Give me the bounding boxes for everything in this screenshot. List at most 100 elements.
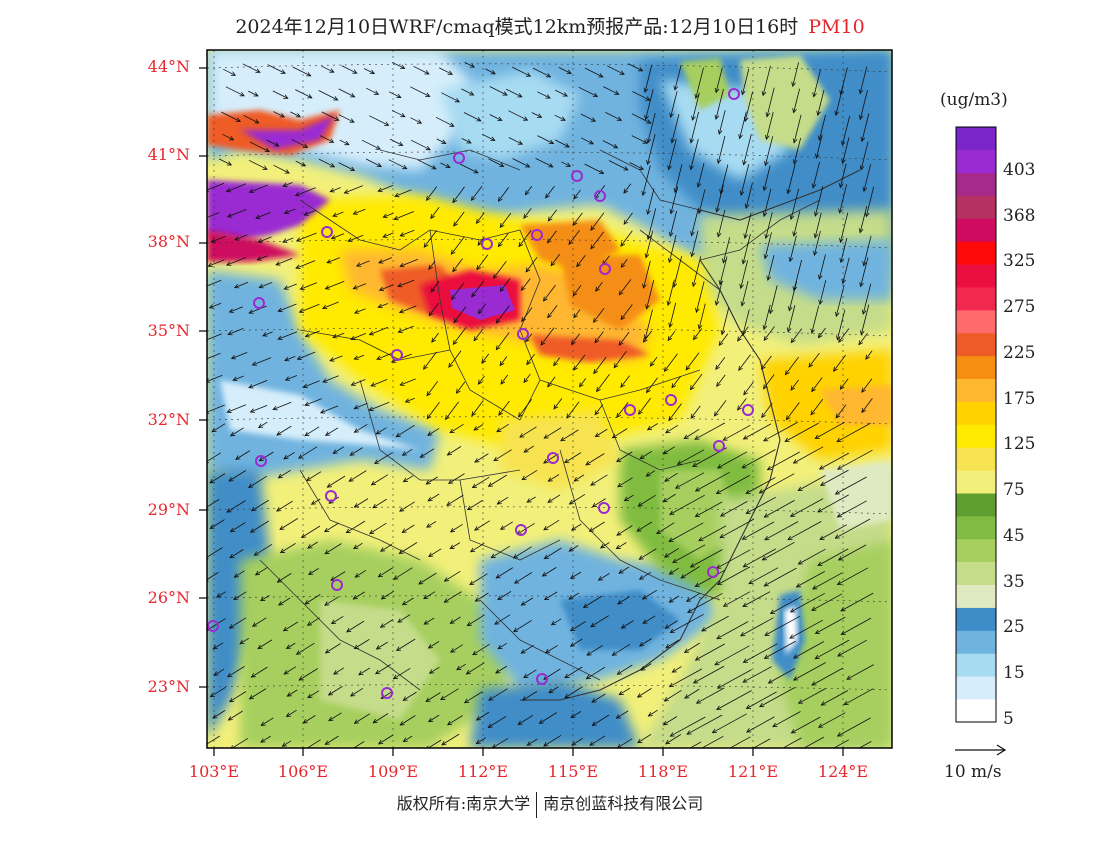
wind-arrow: [818, 114, 826, 141]
wind-arrow-head: [326, 483, 332, 488]
wind-arrow: [590, 231, 605, 250]
wind-arrow-head: [377, 739, 384, 745]
wind-arrow: [212, 642, 224, 650]
colorbar-swatch: [956, 653, 996, 677]
wind-arrow: [326, 257, 340, 264]
wind-arrow: [393, 667, 411, 680]
wind-arrow-head: [230, 355, 237, 360]
wind-arrow: [617, 738, 633, 748]
wind-arrow-head: [353, 644, 359, 650]
wind-arrow: [221, 111, 241, 122]
wind-arrow-head: [476, 117, 482, 122]
wind-arrow-head: [404, 398, 411, 403]
copyright-right: 南京创蓝科技有限公司: [543, 794, 704, 813]
wind-arrow: [350, 687, 364, 697]
wind-arrow-head: [368, 331, 375, 336]
wind-arrow: [743, 423, 772, 440]
wind-arrow: [790, 498, 824, 517]
wind-arrow-head: [611, 433, 617, 439]
wind-arrow-head: [697, 324, 703, 330]
wind-arrow-head: [596, 387, 601, 393]
wind-arrow-head: [450, 249, 456, 255]
wind-arrow: [639, 638, 652, 647]
wind-arrow-head: [496, 427, 502, 433]
wind-arrow: [861, 378, 873, 393]
wind-arrow-head: [760, 364, 766, 370]
wind-arrow-head: [296, 355, 302, 360]
wind-arrow-head: [353, 503, 359, 508]
wind-arrow-head: [499, 222, 505, 229]
wind-arrow-head: [329, 138, 335, 143]
wind-arrow: [471, 400, 484, 416]
wind-arrow: [497, 642, 508, 650]
wind-arrow-head: [820, 752, 825, 756]
wind-arrow-head: [590, 225, 596, 231]
wind-arrow: [508, 137, 523, 145]
wind-arrow: [589, 735, 606, 746]
wind-arrow: [350, 333, 367, 340]
wind-arrow: [837, 309, 846, 340]
wind-arrow: [306, 739, 321, 748]
wind-arrow: [477, 236, 485, 246]
wind-arrow-head: [239, 91, 245, 97]
wind-arrow: [547, 304, 558, 318]
wind-arrow-head: [689, 385, 695, 391]
colorbar-swatch: [956, 630, 996, 654]
wind-arrow: [763, 188, 772, 217]
wind-arrow: [450, 236, 465, 255]
wind-arrow-head: [859, 165, 865, 171]
wind-arrow-head: [858, 114, 864, 121]
wind-arrow-head: [469, 547, 476, 553]
wind-arrow: [569, 493, 586, 505]
wind-arrow-head: [260, 738, 266, 743]
wind-arrow-head: [687, 608, 693, 613]
wind-arrow: [620, 375, 630, 388]
wind-arrow-head: [858, 228, 864, 234]
wind-arrow-head: [858, 340, 864, 346]
wind-arrow: [613, 351, 627, 368]
colorbar-swatch: [956, 172, 996, 196]
wind-arrow: [428, 714, 440, 722]
wind-arrow: [446, 494, 464, 506]
wind-arrow-head: [499, 361, 505, 367]
wind-arrow: [331, 615, 344, 624]
wind-arrow: [667, 279, 675, 306]
wind-arrow-head: [716, 580, 723, 586]
wind-arrow: [472, 643, 490, 656]
wind-arrow: [665, 620, 678, 629]
wind-arrow-head: [683, 434, 689, 440]
wind-arrow-head: [332, 333, 338, 339]
footer-separator: [536, 791, 538, 818]
wind-arrow: [306, 471, 322, 481]
wind-arrow: [612, 643, 631, 656]
wind-arrow-head: [740, 631, 746, 637]
wind-arrow: [590, 474, 608, 486]
wind-arrow-head: [865, 354, 870, 360]
wind-arrow: [835, 285, 845, 317]
wind-arrow: [697, 162, 705, 188]
wind-arrow-head: [372, 718, 378, 724]
wind-arrow: [228, 470, 247, 482]
wind-arrow: [763, 326, 775, 341]
wind-arrow: [452, 327, 467, 345]
wind-arrow-head: [490, 70, 496, 75]
wind-arrow: [665, 734, 682, 745]
wind-arrow: [338, 114, 355, 123]
wind-arrow: [488, 715, 507, 728]
wind-arrow: [394, 211, 415, 220]
wind-arrow: [249, 184, 268, 193]
wind-arrow-head: [543, 595, 550, 601]
wind-arrow: [629, 162, 644, 170]
wind-arrow-head: [523, 377, 529, 384]
wind-arrow-head: [402, 164, 408, 170]
wind-arrow-head: [474, 525, 480, 531]
wind-arrow: [618, 687, 631, 696]
wind-arrow-head: [298, 308, 304, 313]
wind-arrow-head: [763, 581, 769, 587]
wind-arrow: [812, 572, 843, 590]
wind-arrow: [243, 114, 259, 124]
wind-arrow: [843, 688, 874, 706]
wind-arrow: [672, 544, 706, 563]
wind-arrow: [399, 715, 416, 726]
wind-arrow-head: [817, 507, 823, 513]
